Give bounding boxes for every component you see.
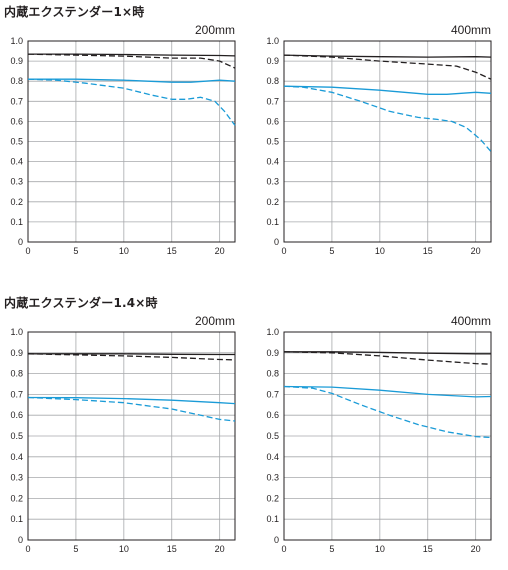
plot-frame bbox=[27, 331, 236, 541]
x-tick-label: 0 bbox=[25, 544, 30, 554]
mtf-chart-0: 0 0.1 0.2 0.3 0.4 0.5 0.6 0.7 0.8 0.9 1.0 0 5 10 15 20 2… bbox=[10, 23, 236, 256]
y-tick-label: 0.1 bbox=[10, 217, 23, 227]
y-tick-label: 0.8 bbox=[10, 369, 23, 379]
y-tick-label: 0.9 bbox=[10, 348, 23, 358]
y-tick-label: 0 bbox=[18, 237, 23, 247]
y-tick-label: 0.2 bbox=[10, 197, 23, 207]
y-tick-label: 0.4 bbox=[10, 157, 23, 167]
y-tick-label: 0.7 bbox=[266, 96, 279, 106]
y-tick-label: 0.3 bbox=[10, 473, 23, 483]
y-tick-label: 0.4 bbox=[266, 452, 279, 462]
x-tick-label: 0 bbox=[281, 544, 286, 554]
y-tick-label: 0.8 bbox=[266, 369, 279, 379]
plot-frame bbox=[27, 40, 236, 243]
series-line-blue-dashed bbox=[27, 396, 236, 422]
x-tick-label: 10 bbox=[119, 246, 129, 256]
x-tick-label: 15 bbox=[167, 246, 177, 256]
series-line-blue-solid bbox=[283, 85, 492, 95]
y-tick-label: 0.2 bbox=[10, 493, 23, 503]
y-tick-label: 0.3 bbox=[266, 473, 279, 483]
y-tick-label: 1.0 bbox=[266, 327, 279, 337]
y-tick-label: 0.6 bbox=[266, 410, 279, 420]
y-tick-label: 0.8 bbox=[266, 76, 279, 86]
series-line-blue-dashed bbox=[27, 78, 236, 126]
x-tick-label: 5 bbox=[329, 544, 334, 554]
y-tick-label: 0.2 bbox=[266, 493, 279, 503]
x-tick-label: 5 bbox=[73, 544, 78, 554]
y-tick-label: 0.6 bbox=[266, 116, 279, 126]
y-tick-label: 0.9 bbox=[266, 348, 279, 358]
panel-title: 200mm bbox=[195, 23, 235, 37]
y-tick-label: 0.9 bbox=[266, 56, 279, 66]
series-line-blue-solid bbox=[283, 385, 492, 398]
y-tick-label: 0.8 bbox=[10, 76, 23, 86]
panel-title: 400mm bbox=[451, 23, 491, 37]
section-title-extender-1-4x: 内蔵エクステンダー1.4×時 bbox=[4, 296, 158, 310]
x-tick-label: 20 bbox=[471, 246, 481, 256]
mtf-chart-3: 0 0.1 0.2 0.3 0.4 0.5 0.6 0.7 0.8 0.9 1.0 0 5 10 15 20 4… bbox=[266, 314, 492, 554]
series-line-black-solid bbox=[28, 53, 236, 57]
x-tick-label: 0 bbox=[281, 246, 286, 256]
series-line-blue-solid bbox=[27, 396, 236, 405]
y-tick-label: 0.7 bbox=[266, 389, 279, 399]
y-tick-label: 0.5 bbox=[10, 137, 23, 147]
y-tick-label: 0.1 bbox=[266, 217, 279, 227]
x-tick-label: 15 bbox=[423, 246, 433, 256]
series-line-black-solid bbox=[283, 54, 492, 58]
y-tick-label: 0.2 bbox=[266, 197, 279, 207]
series-line-black-solid bbox=[28, 353, 235, 356]
y-tick-label: 0.9 bbox=[10, 56, 23, 66]
series-line-black-dashed bbox=[283, 54, 492, 80]
x-tick-label: 20 bbox=[471, 544, 481, 554]
series-line-black-dashed bbox=[27, 53, 236, 69]
series-line-black-dashed bbox=[27, 353, 236, 361]
x-tick-label: 0 bbox=[25, 246, 30, 256]
mtf-chart-2: 0 0.1 0.2 0.3 0.4 0.5 0.6 0.7 0.8 0.9 1.0 0 5 10 15 20 2… bbox=[10, 314, 236, 554]
y-tick-label: 0.7 bbox=[10, 96, 23, 106]
series-line-blue-solid bbox=[28, 78, 236, 83]
y-tick-label: 0 bbox=[18, 535, 23, 545]
y-tick-label: 0.5 bbox=[266, 431, 279, 441]
series-line-blue-dashed bbox=[283, 385, 492, 439]
y-tick-label: 0.1 bbox=[10, 514, 23, 524]
y-tick-label: 1.0 bbox=[266, 36, 279, 46]
series-line-blue-dashed bbox=[283, 85, 492, 153]
y-tick-label: 0.1 bbox=[266, 514, 279, 524]
y-tick-label: 0.5 bbox=[266, 137, 279, 147]
mtf-chart-1: 0 0.1 0.2 0.3 0.4 0.5 0.6 0.7 0.8 0.9 1.0 0 5 10 15 20 4… bbox=[266, 23, 492, 256]
y-tick-label: 0.6 bbox=[10, 410, 23, 420]
y-tick-label: 0.6 bbox=[10, 116, 23, 126]
x-tick-label: 5 bbox=[73, 246, 78, 256]
x-tick-label: 10 bbox=[119, 544, 129, 554]
panel-title: 400mm bbox=[451, 314, 491, 328]
y-tick-label: 0 bbox=[274, 237, 279, 247]
y-tick-label: 0 bbox=[274, 535, 279, 545]
series-line-black-solid bbox=[284, 351, 491, 355]
x-tick-label: 20 bbox=[215, 246, 225, 256]
panel-title: 200mm bbox=[195, 314, 235, 328]
y-tick-label: 0.4 bbox=[10, 452, 23, 462]
x-tick-label: 10 bbox=[375, 246, 385, 256]
x-tick-label: 5 bbox=[329, 246, 334, 256]
y-tick-label: 1.0 bbox=[10, 327, 23, 337]
y-tick-label: 0.4 bbox=[266, 157, 279, 167]
x-tick-label: 10 bbox=[375, 544, 385, 554]
y-tick-label: 0.5 bbox=[10, 431, 23, 441]
x-tick-label: 20 bbox=[215, 544, 225, 554]
x-tick-label: 15 bbox=[423, 544, 433, 554]
series-line-black-dashed bbox=[283, 351, 492, 365]
plot-frame bbox=[283, 331, 492, 541]
y-tick-label: 0.7 bbox=[10, 389, 23, 399]
y-tick-label: 1.0 bbox=[10, 36, 23, 46]
plot-frame bbox=[283, 40, 492, 243]
x-tick-label: 15 bbox=[167, 544, 177, 554]
y-tick-label: 0.3 bbox=[10, 177, 23, 187]
y-tick-label: 0.3 bbox=[266, 177, 279, 187]
section-title-extender-1x: 内蔵エクステンダー1×時 bbox=[4, 5, 145, 19]
